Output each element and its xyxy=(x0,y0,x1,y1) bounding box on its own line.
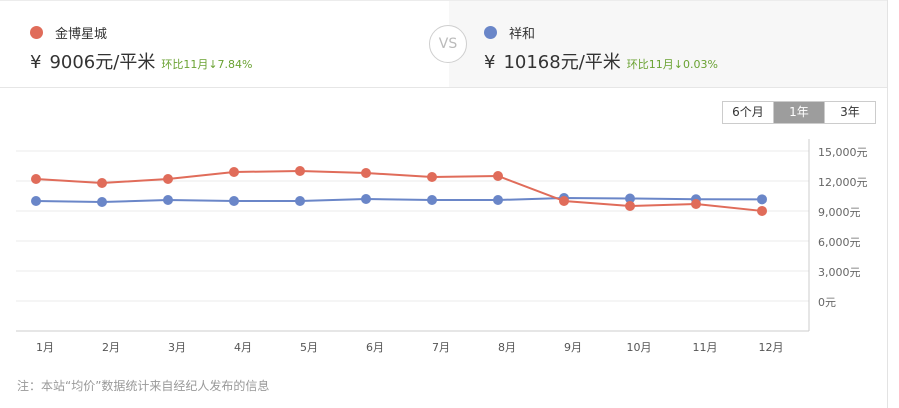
x-tick-label: 5月 xyxy=(300,341,318,354)
y-tick-label: 15,000元 xyxy=(818,146,868,159)
x-tick-label: 4月 xyxy=(234,341,252,354)
data-point[interactable] xyxy=(691,199,701,209)
chart-canvas: 15,000元 12,000元 9,000元 6,000元 3,000元 0元 1月 2月 3月… xyxy=(16,139,868,354)
data-point[interactable] xyxy=(625,193,635,204)
x-tick-label: 12月 xyxy=(759,341,784,354)
compare-right: 祥和 ¥10168元/平米 环比11月↓0.03% xyxy=(449,1,887,87)
data-point[interactable] xyxy=(493,171,503,181)
month-over-month-change: 环比11月↓0.03% xyxy=(626,58,718,71)
data-point[interactable] xyxy=(361,168,371,178)
series-line xyxy=(35,169,763,212)
vs-badge: VS xyxy=(429,25,467,63)
y-tick-label: 3,000元 xyxy=(818,266,861,279)
x-tick-label: 8月 xyxy=(498,341,516,354)
time-range-selector: 6个月 1年 3年 xyxy=(722,101,876,124)
y-tick-label: 9,000元 xyxy=(818,206,861,219)
data-point[interactable] xyxy=(625,201,635,211)
x-tick-label: 2月 xyxy=(102,341,120,354)
footnote: 注：本站“均价”数据统计来自经纪人发布的信息 xyxy=(17,379,270,393)
data-point[interactable] xyxy=(31,174,41,184)
average-price: ¥10168元/平米 环比11月↓0.03% xyxy=(484,52,718,73)
data-point[interactable] xyxy=(229,196,239,206)
data-point[interactable] xyxy=(97,178,107,188)
month-over-month-change: 环比11月↓7.84% xyxy=(161,58,253,71)
data-point[interactable] xyxy=(427,172,437,182)
comparison-header: 金博星城 ¥9006元/平米 环比11月↓7.84% 祥和 ¥10168元/平米环… xyxy=(0,0,887,88)
data-point[interactable] xyxy=(229,167,239,177)
range-3-years-button[interactable]: 3年 xyxy=(824,102,875,123)
series-line xyxy=(35,196,763,204)
community-name: 金博星城 xyxy=(55,27,108,42)
x-tick-label: 6月 xyxy=(366,341,384,354)
x-tick-label: 7月 xyxy=(432,341,450,354)
data-point[interactable] xyxy=(295,196,305,206)
data-point[interactable] xyxy=(361,194,371,204)
data-point[interactable] xyxy=(757,205,767,216)
data-point[interactable] xyxy=(559,196,569,206)
x-tick-label: 1月 xyxy=(36,341,54,354)
data-point[interactable] xyxy=(295,166,305,176)
y-tick-label: 0元 xyxy=(818,296,836,309)
average-price: ¥9006元/平米 环比11月↓7.84% xyxy=(30,52,253,73)
compare-left: 金博星城 ¥9006元/平米 环比11月↓7.84% xyxy=(0,1,448,87)
range-1-year-button[interactable]: 1年 xyxy=(773,102,824,123)
x-tick-label: 10月 xyxy=(627,341,652,354)
y-tick-label: 12,000元 xyxy=(818,176,868,189)
y-tick-label: 6,000元 xyxy=(818,236,861,249)
data-point[interactable] xyxy=(97,197,107,207)
data-point[interactable] xyxy=(757,194,767,205)
data-point[interactable] xyxy=(163,195,173,205)
series-color-dot-icon xyxy=(484,26,497,39)
x-tick-label: 11月 xyxy=(693,341,718,354)
x-tick-label: 3月 xyxy=(168,341,186,354)
data-point[interactable] xyxy=(493,195,503,205)
x-tick-label: 9月 xyxy=(564,341,582,354)
range-6-months-button[interactable]: 6个月 xyxy=(723,102,773,123)
series-color-dot-icon xyxy=(30,26,43,39)
community-name: 祥和 xyxy=(509,27,536,42)
data-point[interactable] xyxy=(31,196,41,206)
data-point[interactable] xyxy=(427,195,437,205)
data-point[interactable] xyxy=(163,174,173,184)
price-line-chart: 15,000元 12,000元 9,000元 6,000元 3,000元 0元 1月 2月 3月… xyxy=(0,130,887,370)
